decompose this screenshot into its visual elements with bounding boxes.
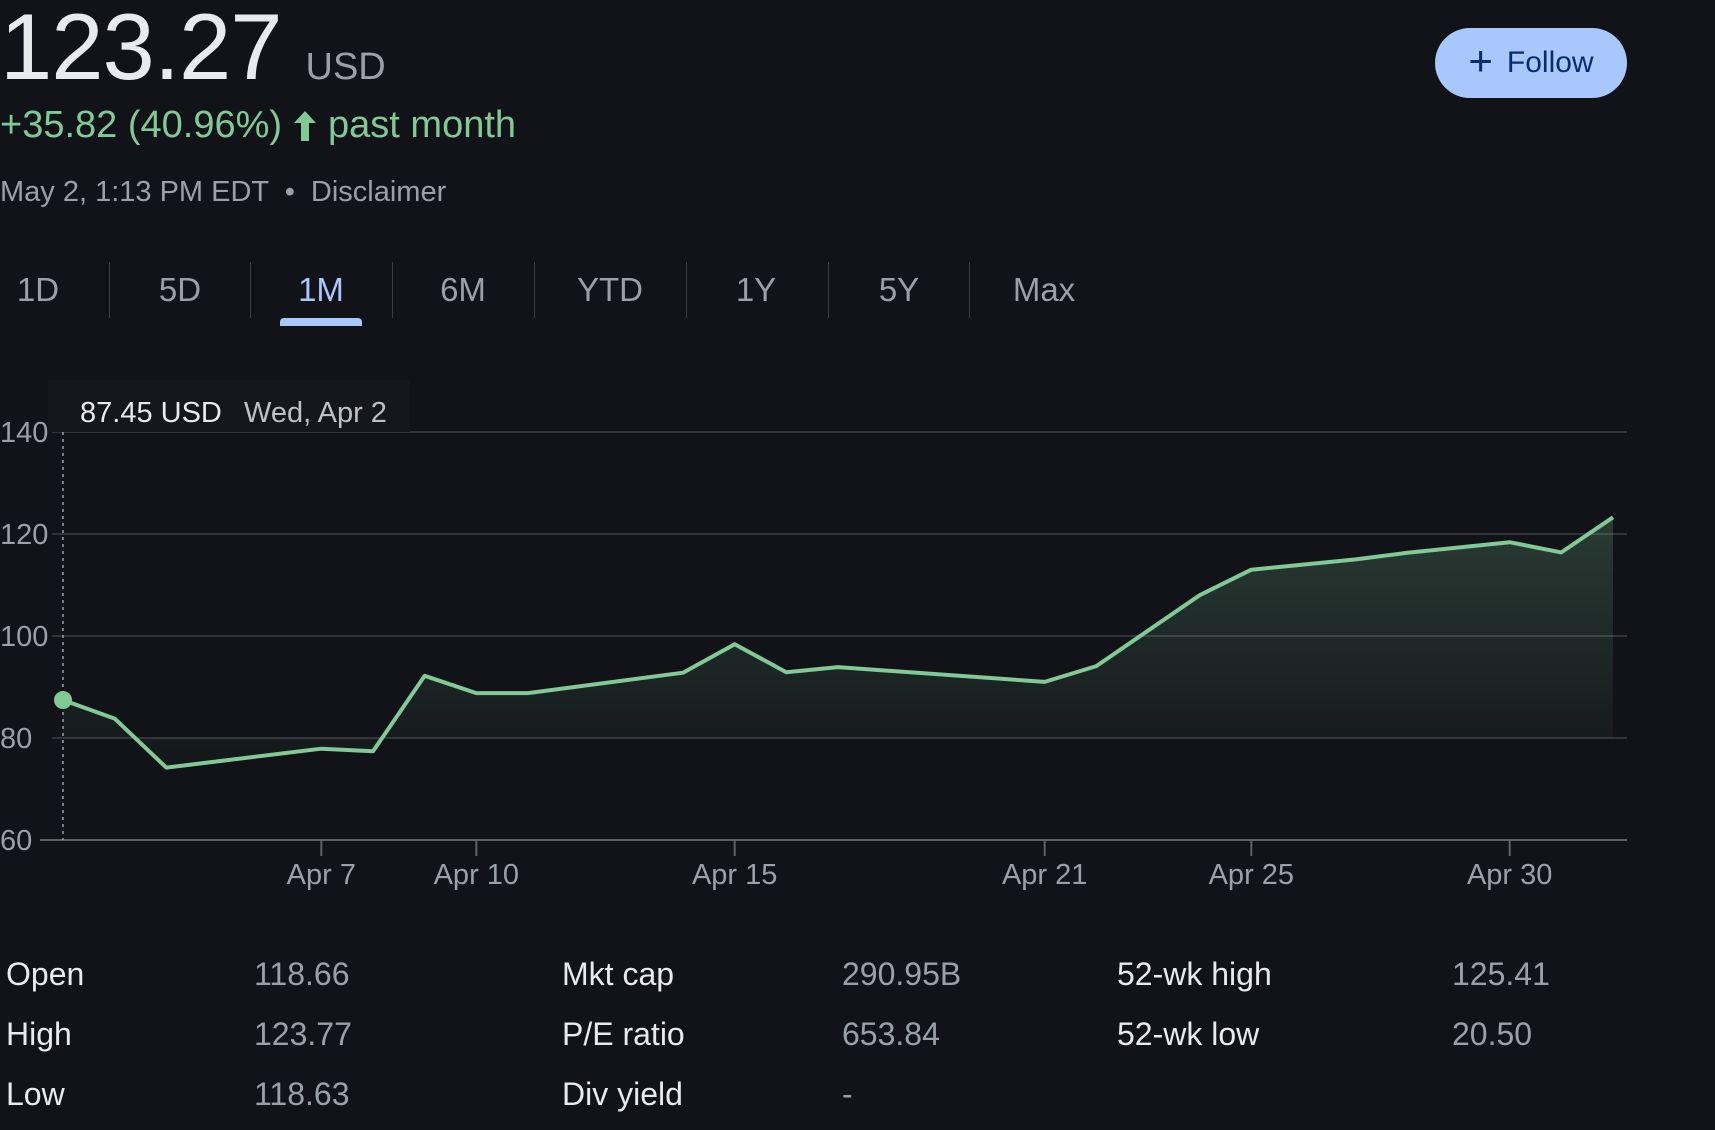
y-axis-ticks: 60 80 100 120 140: [0, 417, 48, 857]
x-tick-label: Apr 21: [1002, 859, 1087, 891]
stat-label-high: High: [6, 1016, 72, 1052]
tab-max[interactable]: Max: [1012, 271, 1076, 308]
tab-5y[interactable]: 5Y: [878, 271, 920, 308]
tab-ytd[interactable]: YTD: [577, 271, 643, 308]
stat-value-52wk-high: 125.41: [1452, 956, 1550, 992]
y-tick-label: 80: [0, 723, 32, 755]
follow-button[interactable]: + Follow: [1435, 28, 1627, 98]
currency-label: USD: [305, 46, 386, 88]
range-tabs: 1D 5D 1M 6M YTD 1Y 5Y Max: [0, 260, 1120, 326]
tab-1d[interactable]: 1D: [16, 271, 60, 308]
tab-divider: [250, 262, 251, 318]
tab-6m[interactable]: 6M: [440, 271, 486, 308]
change-period: past month: [328, 104, 517, 146]
x-tick-label: Apr 15: [692, 859, 777, 891]
x-tick-label: Apr 7: [287, 859, 356, 891]
x-axis-ticks: Apr 7 Apr 10 Apr 15 Apr 21 Apr 25 Apr 30: [287, 840, 1552, 891]
meta-separator: •: [284, 176, 295, 208]
quote-timestamp: May 2, 1:13 PM EDT: [0, 176, 269, 208]
y-tick-label: 120: [0, 519, 48, 551]
x-tick-label: Apr 30: [1467, 859, 1552, 891]
quote-meta: May 2, 1:13 PM EDT • Disclaimer: [0, 176, 446, 209]
price-change: +35.82 (40.96%): [0, 104, 283, 146]
tab-divider: [686, 262, 687, 318]
stat-value-div-yield: -: [842, 1076, 853, 1112]
tooltip-date: Wed, Apr 2: [244, 397, 387, 429]
stat-label-pe-ratio: P/E ratio: [562, 1016, 685, 1052]
stat-value-mkt-cap: 290.95B: [842, 956, 962, 992]
tooltip-value: 87.45 USD: [80, 397, 222, 429]
arrow-up-icon: [294, 110, 317, 141]
tab-5d[interactable]: 5D: [158, 271, 202, 308]
y-tick-label: 140: [0, 417, 48, 449]
current-price: 123.27: [0, 0, 283, 99]
stat-label-low: Low: [6, 1076, 65, 1112]
stat-value-52wk-low: 20.50: [1452, 1016, 1533, 1052]
price-line: [62, 515, 1615, 770]
stat-value-high: 123.77: [254, 1016, 352, 1052]
hover-point: [54, 691, 72, 710]
tab-1y[interactable]: 1Y: [735, 271, 777, 308]
y-tick-label: 100: [0, 621, 48, 653]
price-area-fill: [63, 517, 1613, 768]
stat-value-open: 118.66: [254, 956, 350, 992]
stat-label-div-yield: Div yield: [562, 1076, 683, 1112]
tab-divider: [969, 262, 970, 318]
stat-label-open: Open: [6, 956, 85, 992]
plus-icon: +: [1468, 37, 1493, 84]
tab-divider: [109, 262, 110, 318]
stat-label-52wk-high: 52-wk high: [1117, 956, 1272, 992]
stat-label-52wk-low: 52-wk low: [1117, 1016, 1260, 1052]
stat-value-pe-ratio: 653.84: [842, 1016, 940, 1052]
follow-button-label: Follow: [1506, 46, 1594, 79]
y-tick-label: 60: [0, 825, 32, 857]
active-tab-indicator: [280, 318, 362, 326]
tooltip-background: [48, 380, 410, 432]
price-row: 123.27 USD: [0, 0, 386, 94]
tab-divider: [828, 262, 829, 318]
tab-1m[interactable]: 1M: [298, 271, 344, 308]
tab-divider: [392, 262, 393, 318]
tab-divider: [534, 262, 535, 318]
x-tick-label: Apr 25: [1209, 859, 1294, 891]
x-tick-label: Apr 10: [434, 859, 519, 891]
disclaimer-link[interactable]: Disclaimer: [310, 176, 447, 208]
stat-label-mkt-cap: Mkt cap: [562, 956, 675, 992]
price-change-row: +35.82 (40.96%) past month: [0, 104, 516, 147]
stat-value-low: 118.63: [254, 1076, 350, 1112]
